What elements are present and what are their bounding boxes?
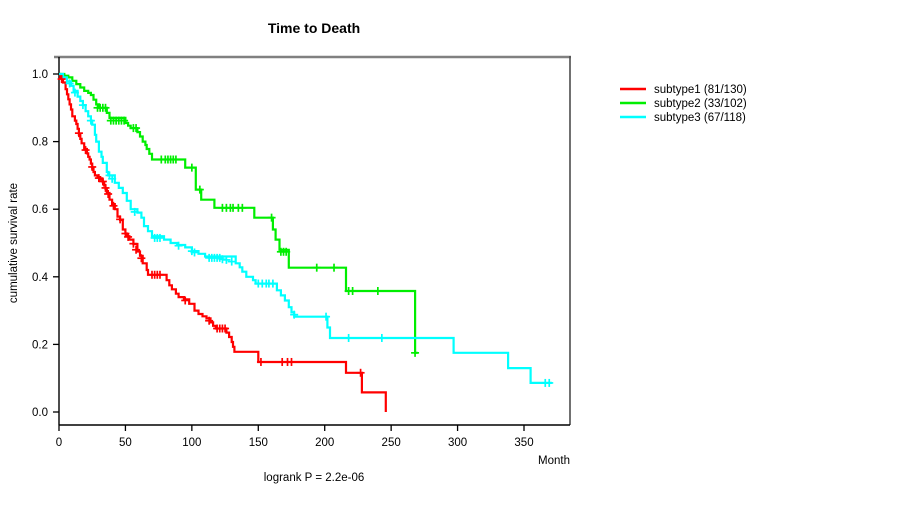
x-tick-label: 250 [382,437,401,449]
logrank-annotation: logrank P = 2.2e-06 [264,472,365,484]
x-tick-label: 0 [56,437,62,449]
legend-label-subtype1: subtype1 (81/130) [654,84,747,96]
y-axis-label: cumulative survival rate [8,183,20,303]
y-tick-label: 0.0 [32,407,48,419]
legend-label-subtype2: subtype2 (33/102) [654,98,747,110]
x-axis-ticks: 0 50 100 150 200 250 300 350 [56,425,534,449]
survival-curve-subtype3 [59,72,552,384]
x-tick-label: 100 [182,437,201,449]
y-tick-label: 0.2 [32,339,48,351]
x-tick-label: 50 [119,437,132,449]
survival-curve-subtype2 [59,72,418,354]
x-tick-label: 150 [249,437,268,449]
y-tick-label: 0.4 [32,272,49,284]
x-axis-label: Month [538,455,570,467]
x-tick-label: 350 [514,437,533,449]
chart-title: Time to Death [268,20,360,36]
y-tick-label: 1.0 [32,69,48,81]
y-axis-ticks: 1.0 0.8 0.6 0.4 0.2 0.0 [32,69,59,419]
y-tick-label: 0.8 [32,137,48,149]
legend-label-subtype3: subtype3 (67/118) [654,112,746,124]
y-tick-label: 0.6 [32,204,48,216]
censor-marks [57,75,554,387]
x-tick-label: 300 [448,437,467,449]
survival-curve-subtype1 [59,72,387,412]
plot-box [54,55,571,426]
legend: subtype1 (81/130) subtype2 (33/102) subt… [620,84,747,124]
x-tick-label: 200 [315,437,334,449]
